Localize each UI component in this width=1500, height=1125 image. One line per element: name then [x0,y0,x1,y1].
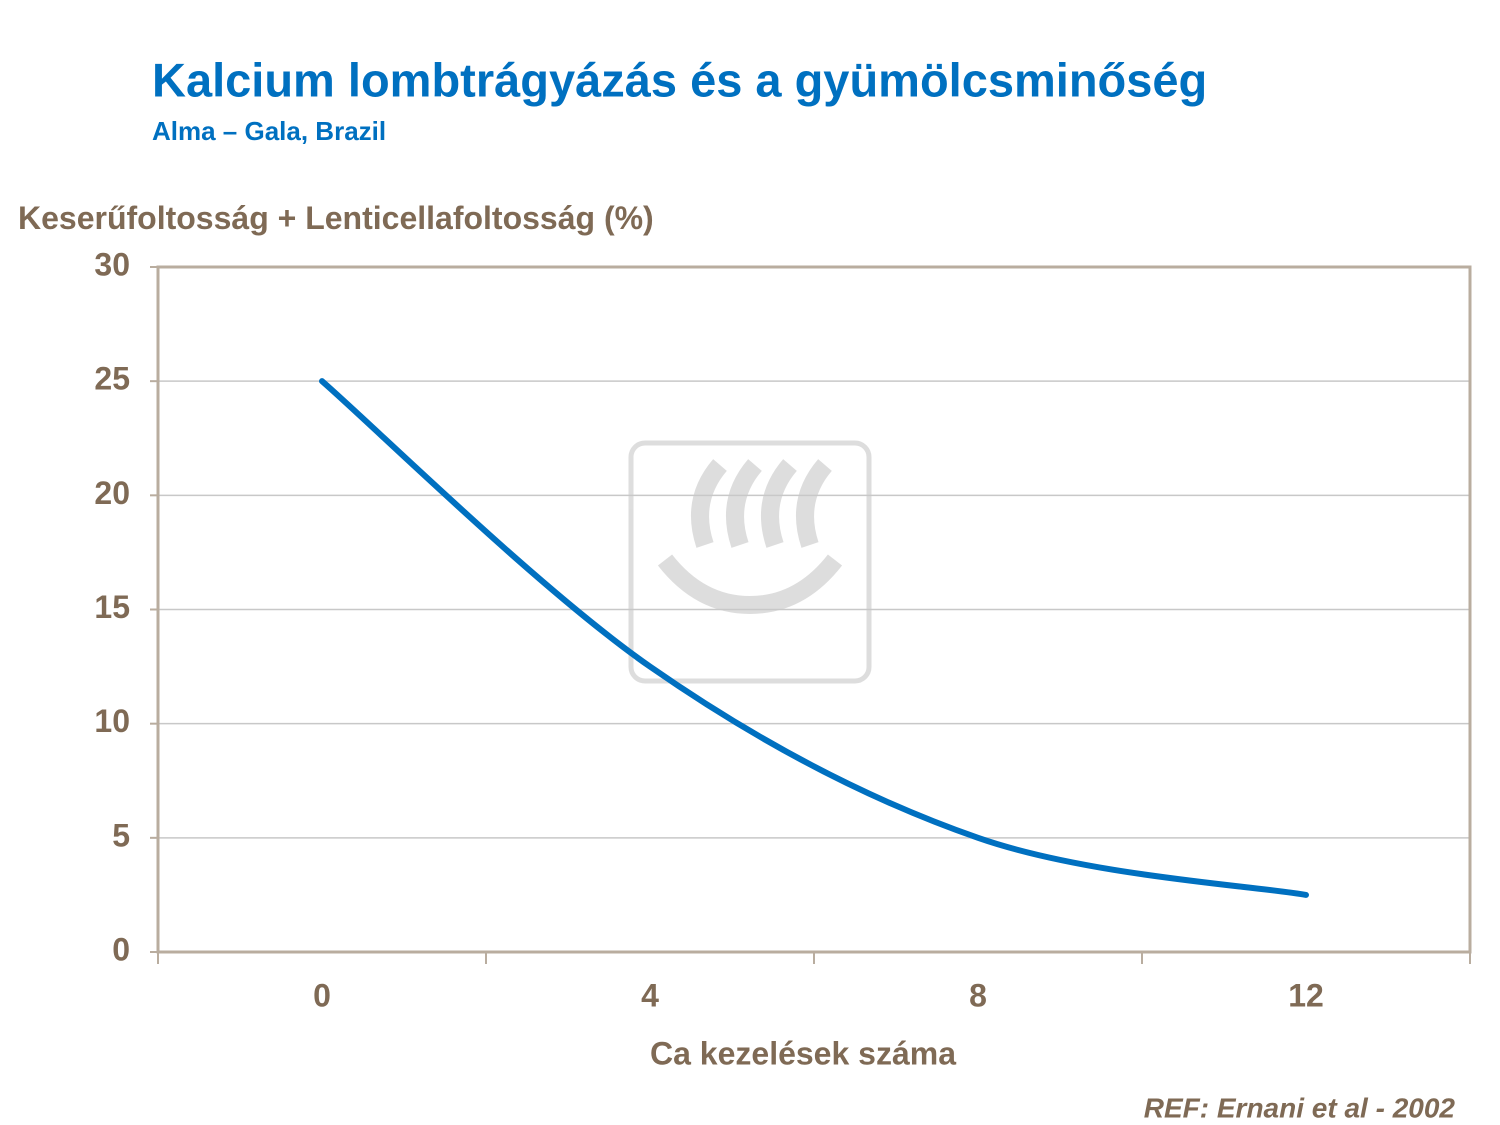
x-tick-label: 0 [313,977,331,1013]
y-tick-label: 10 [94,703,130,739]
chart-title: Kalcium lombtrágyázás és a gyümölcsminős… [152,53,1207,106]
x-tick-label: 4 [641,977,659,1013]
y-tick-label: 30 [94,246,130,282]
y-tick-label: 20 [94,475,130,511]
y-tick-label: 0 [112,931,130,967]
data-line [319,378,1309,898]
source-note: REF: Ernani et al - 2002 [1144,1092,1456,1123]
chart-subtitle: Alma – Gala, Brazil [152,116,386,146]
x-tick-label: 12 [1288,977,1324,1013]
watermark [628,440,872,684]
y-tick-label: 15 [94,589,130,625]
y-tick-label: 25 [94,361,130,397]
y-axis-label: Keserűfoltosság + Lenticellafoltosság (%… [18,200,654,236]
x-tick-label: 8 [969,977,987,1013]
x-axis-label: Ca kezelések száma [650,1035,956,1071]
y-tick-label: 5 [112,817,130,853]
